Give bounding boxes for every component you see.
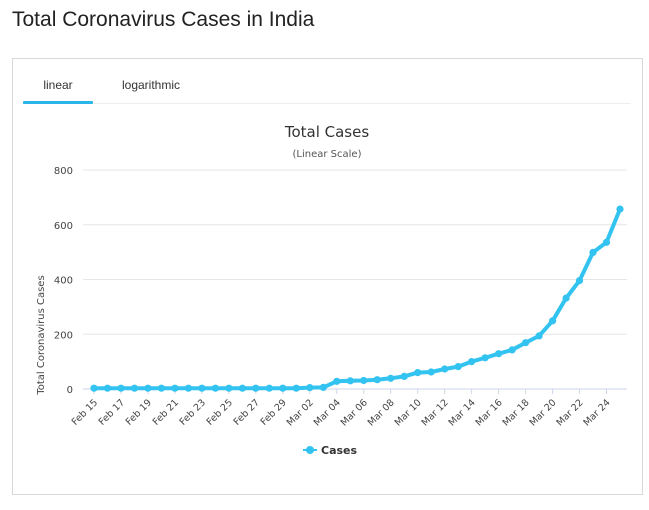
grid-lines: [83, 169, 627, 390]
tab-linear[interactable]: linear: [23, 67, 93, 104]
data-point[interactable]: [589, 248, 597, 256]
legend[interactable]: Cases: [303, 444, 358, 457]
data-point[interactable]: [575, 277, 584, 285]
x-tick-label: Feb 25: [205, 397, 235, 427]
data-point[interactable]: [400, 372, 408, 380]
x-tick-label: Feb 21: [151, 397, 181, 427]
data-point[interactable]: [454, 363, 462, 371]
x-tick-label: Mar 24: [581, 397, 612, 428]
x-tick-label: Mar 02: [285, 397, 316, 428]
data-point[interactable]: [333, 377, 341, 385]
data-point[interactable]: [157, 384, 165, 392]
x-tick-label: Feb 17: [97, 397, 127, 427]
data-point[interactable]: [441, 365, 449, 373]
chart-subtitle: (Linear Scale): [293, 149, 362, 160]
data-point[interactable]: [549, 317, 557, 325]
data-point[interactable]: [238, 384, 246, 392]
data-point[interactable]: [279, 384, 287, 392]
data-point[interactable]: [535, 332, 543, 340]
data-point[interactable]: [198, 384, 206, 392]
data-point[interactable]: [265, 384, 273, 392]
data-point[interactable]: [171, 384, 179, 392]
y-axis-label: Total Coronavirus Cases: [36, 275, 47, 395]
page-title: Total Coronavirus Cases in India: [12, 8, 315, 31]
x-tick-label: Mar 20: [528, 397, 559, 428]
data-point[interactable]: [346, 377, 354, 385]
x-tick-label: Mar 22: [555, 397, 586, 428]
data-point[interactable]: [144, 384, 152, 392]
data-point[interactable]: [508, 346, 516, 354]
x-tick-label: Feb 27: [232, 397, 262, 427]
x-tick-label: Mar 14: [447, 397, 478, 428]
data-point[interactable]: [306, 384, 314, 392]
data-point[interactable]: [373, 376, 381, 384]
x-tick-label: Feb 19: [124, 397, 154, 427]
series-cases: [90, 205, 624, 392]
y-tick-label: 600: [54, 221, 73, 232]
x-tick-label: Mar 04: [312, 397, 343, 428]
data-point[interactable]: [117, 384, 125, 392]
data-point[interactable]: [130, 384, 139, 392]
data-point[interactable]: [184, 384, 192, 392]
data-point[interactable]: [252, 384, 260, 392]
x-tick-label: Feb 15: [70, 397, 100, 427]
x-tick-label: Mar 08: [366, 397, 397, 428]
data-point[interactable]: [616, 205, 624, 213]
data-point[interactable]: [292, 384, 300, 392]
y-tick-label: 800: [54, 166, 73, 177]
x-tick-label: Mar 10: [393, 397, 424, 428]
series-line-cases: [92, 207, 622, 391]
data-point[interactable]: [90, 384, 98, 392]
data-point[interactable]: [562, 294, 570, 302]
x-tick-label: Feb 29: [259, 397, 289, 427]
x-tick-label: Mar 16: [474, 397, 505, 428]
data-point[interactable]: [387, 374, 395, 382]
data-point[interactable]: [522, 339, 530, 347]
data-point[interactable]: [225, 384, 233, 392]
x-tick-label: Feb 23: [178, 397, 208, 427]
data-point[interactable]: [414, 369, 422, 377]
scale-tabs: linear logarithmic: [23, 67, 631, 104]
data-point[interactable]: [427, 368, 435, 376]
y-tick-label: 0: [67, 385, 73, 396]
data-point[interactable]: [211, 384, 219, 392]
y-tick-label: 200: [54, 330, 73, 341]
data-point[interactable]: [495, 350, 503, 358]
legend-marker: [306, 446, 314, 454]
y-axis-ticks: 0 200 400 600 800: [54, 166, 73, 396]
data-point[interactable]: [481, 354, 489, 362]
x-tick-label: Mar 18: [501, 397, 532, 428]
y-tick-label: 400: [54, 276, 73, 287]
data-point[interactable]: [103, 384, 112, 392]
legend-label: Cases: [321, 444, 358, 457]
x-tick-label: Mar 06: [339, 397, 370, 428]
x-tick-label: Mar 12: [420, 397, 451, 428]
data-point[interactable]: [319, 383, 327, 391]
tab-logarithmic[interactable]: logarithmic: [121, 78, 181, 92]
data-point[interactable]: [360, 376, 368, 385]
chart-card: linear logarithmic 0 200 400 600 800 Feb 15 F…: [12, 58, 643, 495]
chart-title: Total Cases: [284, 123, 370, 141]
data-point[interactable]: [602, 238, 611, 246]
data-point[interactable]: [468, 358, 476, 366]
